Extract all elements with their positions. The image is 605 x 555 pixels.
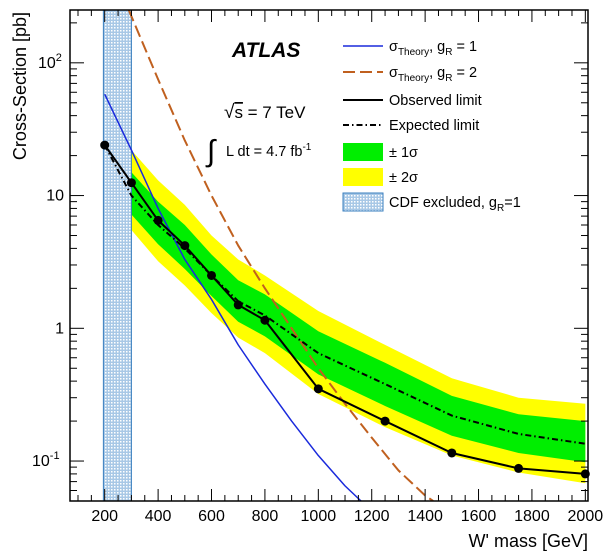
energy-annotation: √s = 7 TeV <box>224 102 306 123</box>
observed-point <box>447 448 457 458</box>
observed-point <box>514 463 524 473</box>
observed-point <box>100 140 110 150</box>
theory-g2-line <box>127 10 434 501</box>
legend-2sigma-swatch <box>343 168 383 186</box>
legend-1sigma-swatch <box>343 143 383 161</box>
axis-ticks: 200 400 600 800 1000 1200 1400 1600 1800 200010-1… <box>32 10 603 525</box>
legend-theory-g1-label: σTheory, gR = 1 <box>389 39 477 58</box>
svg-text:√s = 7 TeV: √s = 7 TeV <box>224 102 306 123</box>
legend-expected-label: Expected limit <box>389 118 479 134</box>
atlas-label: ATLAS <box>231 39 300 62</box>
observed-point <box>126 178 136 188</box>
x-tick-label: 1800 <box>514 508 550 525</box>
x-tick-label: 200 <box>91 508 118 525</box>
observed-point <box>233 300 243 310</box>
x-tick-label: 800 <box>252 508 279 525</box>
legend-cdf-label: CDF excluded, gR=1 <box>389 195 521 214</box>
x-tick-label: 1000 <box>301 508 337 525</box>
plot-frame <box>69 9 589 502</box>
legend-cdf-swatch <box>342 192 384 212</box>
x-tick-label: 1200 <box>354 508 390 525</box>
observed-limit-line <box>103 144 586 475</box>
observed-point <box>313 384 323 394</box>
plot-area: 200 400 600 800 1000 1200 1400 1600 1800 200010-1… <box>32 9 603 525</box>
y-tick-label: 10 <box>46 188 64 205</box>
observed-point <box>153 215 163 225</box>
legend-theory-g2-label: σTheory, gR = 2 <box>389 65 477 84</box>
legend-2sigma-label: ± 2σ <box>389 170 418 186</box>
y-axis-label: Cross-Section [pb] <box>10 12 30 160</box>
x-tick-label: 2000 <box>568 508 604 525</box>
observed-point <box>207 270 217 280</box>
y-tick-label: 10-1 <box>32 450 60 470</box>
limit-curves <box>103 10 586 501</box>
y-tick-label: 102 <box>38 52 62 72</box>
theory-g1-line <box>104 93 362 501</box>
x-tick-label: 1400 <box>407 508 443 525</box>
observed-point <box>180 241 190 251</box>
y-tick-label: 1 <box>55 320 64 337</box>
svg-text:∫: ∫ <box>205 135 217 168</box>
observed-point <box>260 315 270 325</box>
cdf-excluded-region <box>102 9 132 502</box>
legend-observed-label: Observed limit <box>389 93 482 109</box>
legend: σTheory, gR = 1 σTheory, gR = 2 Observed… <box>342 39 521 214</box>
lumi-exponent: -1 <box>302 142 311 153</box>
energy-value: = 7 TeV <box>243 103 306 122</box>
x-tick-label: 1600 <box>461 508 497 525</box>
x-tick-label: 400 <box>145 508 172 525</box>
band-1sigma <box>104 125 586 463</box>
legend-1sigma-label: ± 1σ <box>389 145 418 161</box>
energy-s: s <box>234 103 243 122</box>
luminosity-annotation: ∫ L dt = 4.7 fb-1 <box>205 135 312 168</box>
sqrt-symbol: √ <box>224 102 235 123</box>
band-2sigma <box>104 108 586 484</box>
lumi-text: L dt = 4.7 fb <box>226 144 302 160</box>
x-axis-label: W' mass [GeV] <box>469 531 588 551</box>
observed-point <box>380 416 390 426</box>
uncertainty-bands <box>104 108 586 484</box>
x-tick-label: 600 <box>198 508 225 525</box>
svg-text:L dt = 4.7 fb-1: L dt = 4.7 fb-1 <box>226 142 312 160</box>
integral-symbol: ∫ <box>205 135 217 168</box>
